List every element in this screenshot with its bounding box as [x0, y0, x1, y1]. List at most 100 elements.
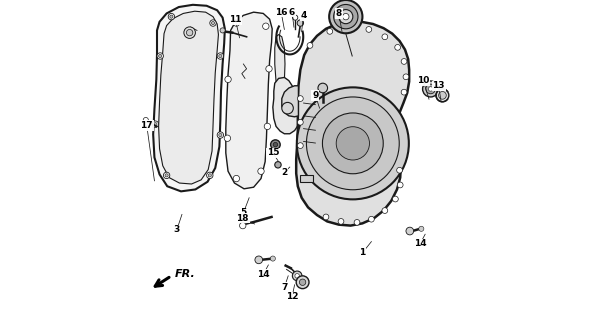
Circle shape: [168, 13, 175, 20]
Circle shape: [296, 276, 309, 289]
Polygon shape: [226, 12, 272, 189]
Circle shape: [217, 132, 223, 138]
Circle shape: [366, 27, 371, 32]
Circle shape: [206, 172, 213, 179]
Text: 3: 3: [174, 225, 180, 234]
Circle shape: [327, 28, 333, 34]
Polygon shape: [282, 86, 299, 117]
Circle shape: [297, 119, 303, 125]
Polygon shape: [275, 35, 285, 109]
Circle shape: [368, 216, 374, 222]
Circle shape: [158, 54, 162, 58]
Circle shape: [152, 121, 158, 127]
Text: 9: 9: [312, 91, 318, 100]
Circle shape: [219, 54, 222, 58]
Circle shape: [306, 97, 399, 190]
Circle shape: [426, 84, 435, 94]
Circle shape: [429, 87, 433, 91]
Text: 14: 14: [414, 239, 426, 248]
Circle shape: [336, 127, 370, 160]
Circle shape: [208, 174, 211, 177]
Text: 5: 5: [240, 208, 247, 217]
Circle shape: [233, 175, 240, 182]
Circle shape: [258, 168, 264, 174]
Circle shape: [436, 89, 449, 102]
Circle shape: [318, 83, 327, 93]
Text: 2: 2: [281, 168, 288, 177]
Text: 18: 18: [237, 214, 249, 223]
Circle shape: [299, 279, 306, 285]
Circle shape: [157, 53, 163, 59]
Circle shape: [423, 81, 439, 97]
Text: 17: 17: [140, 121, 153, 130]
Circle shape: [266, 66, 272, 72]
Circle shape: [255, 256, 262, 264]
Circle shape: [419, 226, 424, 231]
Polygon shape: [296, 22, 409, 226]
Text: 10: 10: [417, 76, 429, 85]
Circle shape: [307, 43, 313, 48]
Circle shape: [382, 34, 388, 40]
Circle shape: [143, 117, 148, 123]
Circle shape: [343, 13, 349, 20]
Text: 12: 12: [286, 292, 298, 301]
Circle shape: [297, 20, 303, 26]
Circle shape: [273, 142, 278, 147]
Circle shape: [295, 274, 299, 278]
Circle shape: [270, 256, 275, 261]
Circle shape: [264, 123, 271, 130]
Circle shape: [220, 28, 225, 33]
Text: FR.: FR.: [175, 268, 196, 279]
Circle shape: [217, 53, 223, 59]
Circle shape: [271, 140, 280, 149]
Polygon shape: [153, 5, 225, 191]
Circle shape: [282, 102, 293, 114]
Circle shape: [334, 4, 358, 29]
Text: 11: 11: [229, 15, 241, 24]
Circle shape: [393, 196, 399, 202]
Polygon shape: [158, 11, 219, 184]
Circle shape: [439, 92, 446, 99]
Circle shape: [403, 74, 409, 80]
Circle shape: [338, 219, 344, 224]
Circle shape: [395, 44, 400, 50]
Circle shape: [293, 271, 302, 281]
Circle shape: [323, 113, 383, 174]
Circle shape: [210, 20, 216, 26]
Circle shape: [297, 143, 303, 148]
Circle shape: [275, 162, 281, 168]
Text: 8: 8: [336, 9, 342, 18]
Circle shape: [397, 167, 403, 173]
Circle shape: [346, 24, 352, 30]
Circle shape: [397, 182, 403, 188]
Circle shape: [401, 89, 407, 95]
Circle shape: [354, 220, 360, 225]
Bar: [300, 175, 312, 182]
Polygon shape: [273, 77, 302, 134]
Circle shape: [297, 96, 303, 101]
Circle shape: [165, 174, 168, 177]
Circle shape: [170, 15, 173, 18]
Circle shape: [187, 29, 193, 36]
Circle shape: [293, 15, 298, 20]
Circle shape: [329, 0, 362, 33]
Text: 7: 7: [281, 283, 288, 292]
Circle shape: [233, 20, 240, 26]
Circle shape: [401, 59, 407, 64]
Circle shape: [154, 123, 157, 126]
Circle shape: [297, 87, 409, 199]
Circle shape: [211, 21, 214, 25]
Text: 15: 15: [267, 148, 279, 157]
Circle shape: [406, 227, 414, 235]
Circle shape: [184, 27, 196, 38]
Circle shape: [339, 10, 353, 24]
Circle shape: [262, 23, 269, 29]
Text: 13: 13: [432, 81, 445, 90]
Circle shape: [163, 172, 170, 179]
Circle shape: [323, 214, 329, 220]
Text: 14: 14: [257, 270, 270, 279]
Circle shape: [240, 222, 246, 229]
Text: 6: 6: [289, 8, 295, 17]
Circle shape: [224, 135, 231, 141]
Text: 4: 4: [300, 11, 307, 20]
